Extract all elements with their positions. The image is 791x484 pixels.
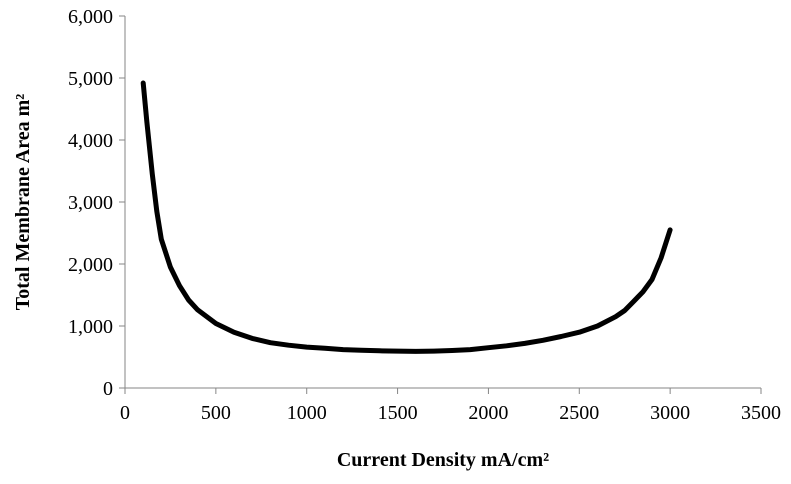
tick-labels: 0 1,000 2,000 3,000 4,000 5,000 6,000 0 500 1000 1… (68, 6, 781, 424)
y-tick-label: 5,000 (68, 68, 113, 90)
axes (124, 16, 761, 389)
y-tick-label: 6,000 (68, 6, 113, 28)
x-tick-label: 3000 (650, 402, 690, 424)
y-tick-label: 3,000 (68, 192, 113, 214)
y-tick-label: 1,000 (68, 316, 113, 338)
x-tick-label: 2500 (559, 402, 599, 424)
x-tick-label: 1000 (287, 402, 327, 424)
x-axis-title: Current Density mA/cm² (337, 449, 549, 471)
x-tick-label: 1500 (378, 402, 418, 424)
y-tick-label: 0 (103, 378, 113, 400)
x-tick-label: 500 (201, 402, 231, 424)
y-axis-title: Total Membrane Area m² (12, 94, 34, 311)
y-tick-label: 4,000 (68, 130, 113, 152)
series (140, 80, 673, 354)
series-line (140, 80, 673, 354)
x-tick-label: 2000 (468, 402, 508, 424)
y-tick-label: 2,000 (68, 254, 113, 276)
x-tick-label: 0 (120, 402, 130, 424)
x-tick-label: 3500 (741, 402, 781, 424)
tick-marks (119, 15, 762, 394)
